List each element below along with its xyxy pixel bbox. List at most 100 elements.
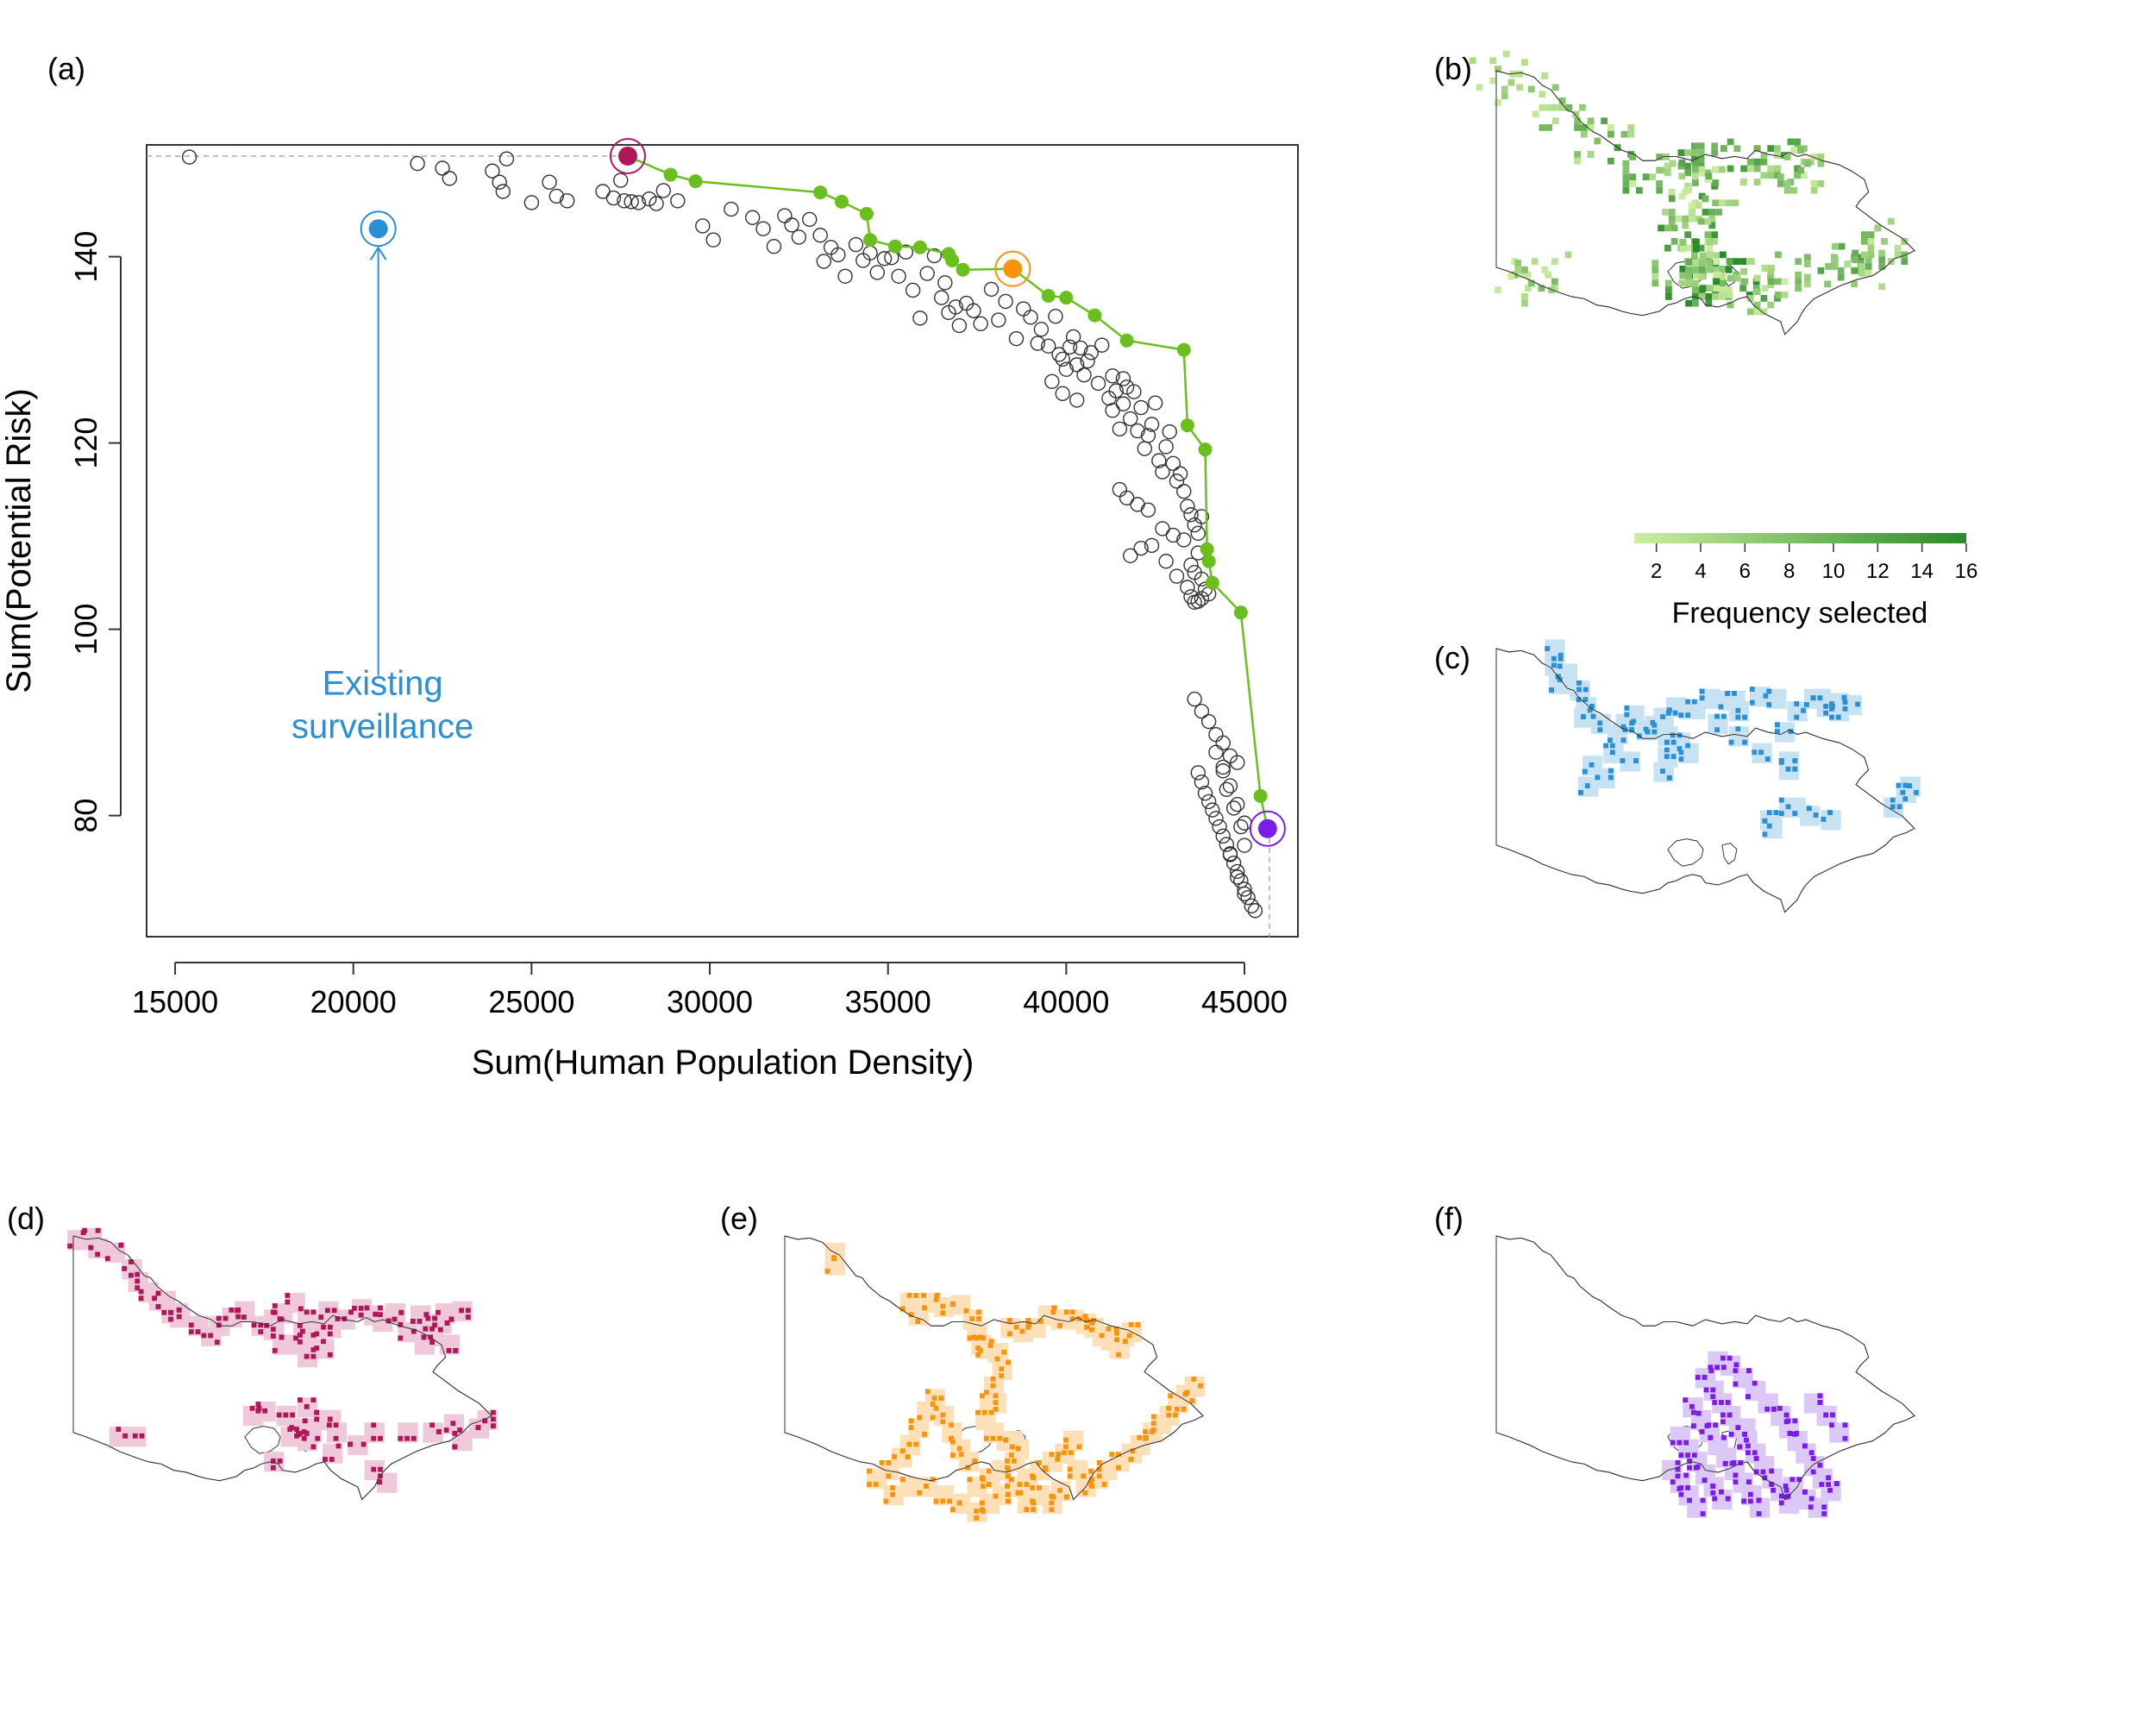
selected-cell	[993, 1393, 999, 1399]
selection-halo	[88, 1238, 109, 1259]
selected-cell	[930, 1477, 936, 1483]
selected-cell	[1670, 739, 1677, 745]
candidate-point	[435, 160, 450, 176]
selected-cell	[1049, 1507, 1055, 1513]
selected-cell	[302, 1418, 308, 1424]
selected-cell	[1687, 1465, 1692, 1471]
candidate-point	[1230, 796, 1245, 812]
selected-cell	[297, 1431, 303, 1436]
candidate-point	[1055, 386, 1070, 402]
candidate-point	[1069, 357, 1085, 373]
selected-cell	[371, 1435, 377, 1441]
selected-cell	[1683, 1472, 1689, 1478]
selection-halo	[423, 1422, 443, 1443]
frequency-cell	[1691, 149, 1698, 156]
selected-cell	[1114, 1337, 1119, 1343]
selected-cell	[1752, 1450, 1758, 1456]
selection-halo	[1678, 699, 1706, 719]
selected-cell	[1030, 1473, 1036, 1479]
frequency-cell	[1697, 217, 1705, 225]
frequency-cell	[1691, 293, 1699, 300]
frequency-cell	[1565, 104, 1573, 111]
candidate-point	[755, 221, 771, 236]
frequency-cell	[1545, 104, 1552, 111]
selected-cell	[104, 1256, 110, 1262]
frequency-cell	[1679, 238, 1687, 246]
highlight-ring	[1249, 810, 1286, 847]
selected-cell	[297, 1397, 303, 1403]
frequency-cell	[1801, 172, 1808, 179]
selected-cell	[908, 1312, 914, 1318]
frequency-cell	[1622, 180, 1630, 187]
selected-cell	[1735, 714, 1741, 720]
frequency-cell	[1865, 269, 1872, 277]
candidate-point	[630, 195, 647, 210]
frequency-cell	[1686, 259, 1693, 267]
frequency-cell	[1691, 266, 1699, 273]
selected-cell	[1675, 1466, 1681, 1472]
selected-cell	[1817, 1400, 1823, 1405]
selected-cell	[1055, 1457, 1061, 1462]
selected-cell	[294, 1427, 299, 1432]
selected-cell	[373, 1311, 379, 1317]
candidate-point	[1212, 819, 1227, 835]
selected-cell	[1735, 1425, 1741, 1431]
candidate-point	[830, 247, 846, 263]
selected-cell	[1597, 720, 1603, 726]
selected-cell	[444, 1320, 450, 1326]
selected-cell	[1189, 1398, 1195, 1403]
selected-cell	[1150, 1414, 1156, 1420]
frequency-cell	[1708, 209, 1716, 216]
selected-cell	[276, 1412, 282, 1418]
candidate-point	[1051, 347, 1067, 362]
candidate-point	[1151, 453, 1167, 468]
selected-cell	[1764, 756, 1771, 762]
selected-cell	[1771, 1406, 1777, 1412]
selected-cell	[1819, 1482, 1825, 1487]
frequency-cell	[1712, 293, 1720, 300]
selected-cell	[1745, 1443, 1751, 1449]
selected-cell	[1067, 1466, 1073, 1472]
frequency-cell	[1711, 231, 1719, 238]
selected-cell	[1150, 1421, 1156, 1427]
frequency-cell	[1865, 256, 1872, 264]
map-frequency-selected	[1469, 50, 1915, 336]
selected-cell	[1143, 1429, 1148, 1434]
selected-cell	[1620, 737, 1626, 743]
frequency-cell	[1651, 266, 1659, 273]
selected-cell	[933, 1405, 939, 1411]
selected-cell	[1184, 1389, 1190, 1396]
frequency-cell	[1783, 154, 1791, 160]
selected-cell	[235, 1308, 241, 1314]
candidate-point	[1237, 881, 1252, 897]
frequency-cell	[1677, 149, 1685, 156]
selected-cell	[1005, 1484, 1010, 1489]
candidate-point	[560, 193, 575, 209]
frequency-cell	[1713, 258, 1720, 266]
frequency-cell	[1753, 165, 1761, 172]
selected-cell	[949, 1435, 954, 1441]
selected-cell	[940, 1419, 946, 1425]
selected-cell	[1670, 754, 1677, 760]
frequency-cell	[1711, 238, 1719, 245]
selected-cell	[423, 1326, 429, 1332]
selected-cell	[161, 1309, 167, 1315]
selection-halo	[385, 1303, 406, 1324]
selected-cell	[1752, 1380, 1758, 1386]
selected-cell	[1710, 1484, 1716, 1489]
highlight-ring	[609, 137, 646, 174]
selected-cell	[392, 1316, 398, 1322]
selected-cell	[969, 1316, 975, 1321]
frequency-cell	[1803, 260, 1811, 267]
candidate-point	[1244, 898, 1259, 914]
frequency-cell	[1741, 278, 1748, 285]
candidate-point	[1030, 336, 1045, 351]
x-tick-label: 25000	[488, 984, 574, 1019]
selected-cell	[1703, 1387, 1709, 1393]
selected-cell	[1024, 1507, 1030, 1513]
selected-cell	[1808, 1450, 1814, 1456]
frequency-cell	[1894, 244, 1902, 252]
state-outline-overlay	[72, 1235, 492, 1501]
frequency-cell	[1531, 258, 1539, 266]
candidate-point	[1140, 502, 1156, 518]
